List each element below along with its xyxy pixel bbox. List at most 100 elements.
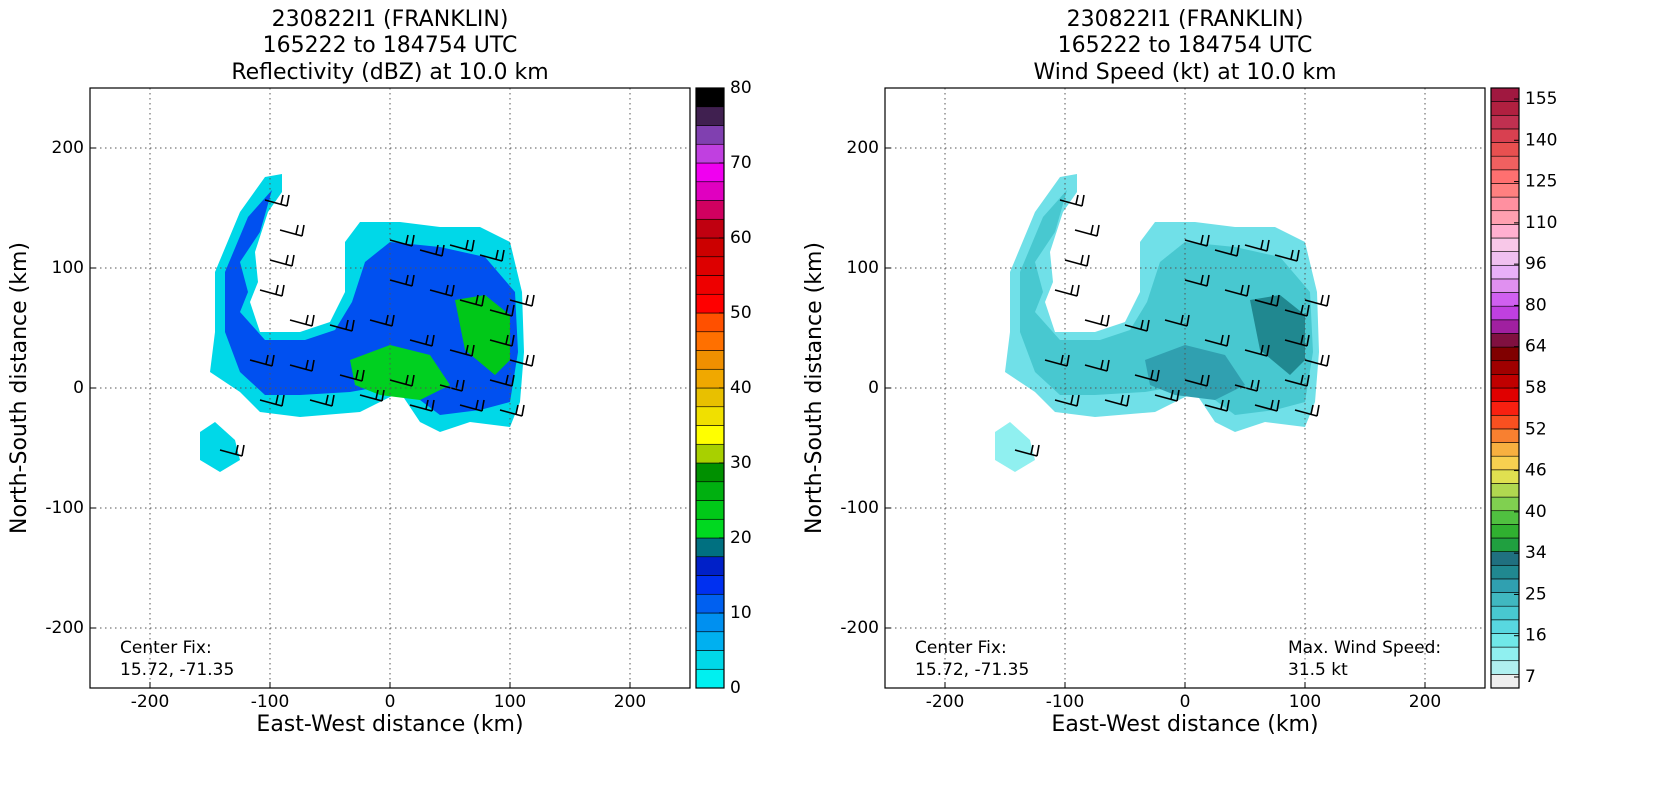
- colorbar-segment: [1490, 551, 1520, 566]
- wind-barb: [1294, 404, 1320, 417]
- wind-barb: [259, 284, 285, 297]
- panel: 230822I1 (FRANKLIN)165222 to 184754 UTCR…: [7, 7, 752, 737]
- colorbar-segment: [1490, 414, 1520, 430]
- colorbar-segment: [695, 106, 725, 126]
- wind-barb: [1224, 284, 1250, 297]
- colorbar-segment: [1490, 605, 1520, 621]
- wind-barb: [259, 394, 285, 407]
- plot-frame: [884, 87, 1486, 689]
- wind-barb: [264, 194, 290, 207]
- colorbar-segment: [695, 331, 725, 351]
- colorbar-segment: [1490, 496, 1520, 512]
- colorbar-tick-label: 40: [1525, 502, 1547, 522]
- x-axis-label: East-West distance (km): [256, 712, 523, 737]
- colorbar-segment: [1490, 674, 1520, 689]
- colorbar-segment: [695, 631, 725, 651]
- colorbar-segment: [1490, 401, 1520, 416]
- colorbar-segment: [695, 181, 725, 201]
- colorbar-segment: [1490, 524, 1520, 539]
- colorbar-segment: [695, 575, 725, 595]
- colorbar-tick-label: 80: [1525, 295, 1547, 315]
- colorbar-segment: [695, 443, 725, 464]
- colorbar-segment: [695, 612, 725, 633]
- colorbar-segment: [1490, 114, 1520, 130]
- plot-frame: [89, 87, 691, 689]
- colorbar-tick-label: 34: [1525, 543, 1547, 563]
- y-tick-label: 100: [52, 258, 84, 278]
- wind-barb: [249, 354, 275, 367]
- y-tick-label: -100: [45, 498, 84, 518]
- colorbar-segment: [1490, 564, 1520, 580]
- colorbar-tick-label: 58: [1525, 378, 1547, 398]
- colorbar-segment: [695, 368, 725, 389]
- wind-barb: [389, 234, 415, 247]
- wind-barb: [409, 334, 435, 347]
- wind-barb: [1184, 234, 1210, 247]
- colorbar-segment: [1490, 387, 1520, 402]
- colorbar-segment: [695, 237, 725, 258]
- chart-title: 230822I1 (FRANKLIN): [272, 7, 509, 32]
- colorbar-segment: [1490, 237, 1520, 252]
- radar-echo: [455, 295, 510, 375]
- colorbar-segment: [695, 425, 725, 445]
- colorbar-segment: [1490, 469, 1520, 484]
- wind-barb: [369, 314, 395, 327]
- x-tick-label: -100: [251, 692, 290, 712]
- colorbar-segment: [695, 593, 725, 614]
- x-tick-label: -200: [926, 692, 965, 712]
- radar-echo: [1145, 345, 1245, 400]
- colorbar-segment: [1490, 346, 1520, 362]
- colorbar-segment: [1490, 210, 1520, 225]
- x-tick-label: 100: [494, 692, 526, 712]
- wind-barb: [1084, 314, 1110, 327]
- colorbar-segment: [1490, 305, 1520, 321]
- y-tick-label: 0: [868, 378, 879, 398]
- wind-barb: [449, 344, 475, 357]
- colorbar-segment: [1490, 224, 1520, 239]
- wind-barb: [489, 334, 515, 347]
- colorbar-segment: [1490, 578, 1520, 593]
- wind-barb: [1104, 394, 1130, 407]
- colorbar-tick-label: 64: [1525, 337, 1547, 357]
- colorbar-segment: [1490, 278, 1520, 293]
- annotation: Center Fix:: [120, 638, 212, 658]
- colorbar-tick-label: 96: [1525, 254, 1547, 274]
- wind-barb: [1284, 304, 1310, 317]
- wind-barb: [1304, 354, 1330, 367]
- wind-barb: [1184, 374, 1210, 387]
- x-tick-label: 200: [614, 692, 646, 712]
- colorbar-segment: [695, 556, 725, 576]
- wind-barb: [429, 284, 455, 297]
- wind-barb: [509, 294, 535, 307]
- colorbar-segment: [1490, 292, 1520, 307]
- colorbar-segment: [695, 387, 725, 408]
- colorbar-tick-label: 16: [1525, 626, 1547, 646]
- colorbar-tick-label: 52: [1525, 419, 1547, 439]
- wind-barb: [1254, 399, 1280, 412]
- wind-barb: [1124, 319, 1150, 332]
- y-tick-label: -200: [840, 618, 879, 638]
- colorbar-segment: [695, 500, 725, 520]
- wind-barb: [499, 404, 525, 417]
- wind-barb: [289, 359, 315, 372]
- colorbar-segment: [695, 312, 725, 333]
- colorbar-segment: [695, 350, 725, 370]
- colorbar-tick-label: 155: [1525, 89, 1557, 109]
- wind-barb: [1214, 244, 1240, 257]
- colorbar-tick-label: 70: [730, 153, 752, 173]
- x-axis-label: East-West distance (km): [1051, 712, 1318, 737]
- colorbar-segment: [1490, 619, 1520, 634]
- annotation: Max. Wind Speed:: [1288, 638, 1441, 658]
- wind-barb: [1054, 284, 1080, 297]
- colorbar-segment: [1490, 101, 1520, 116]
- wind-barb: [489, 304, 515, 317]
- colorbar-tick-label: 140: [1525, 130, 1557, 150]
- colorbar-segment: [1490, 251, 1520, 266]
- colorbar-segment: [1490, 646, 1520, 662]
- radar-echo: [995, 422, 1035, 472]
- wind-barb: [419, 244, 445, 257]
- wind-barb: [1284, 374, 1310, 387]
- wind-barb: [1044, 354, 1070, 367]
- colorbar-segment: [695, 275, 725, 295]
